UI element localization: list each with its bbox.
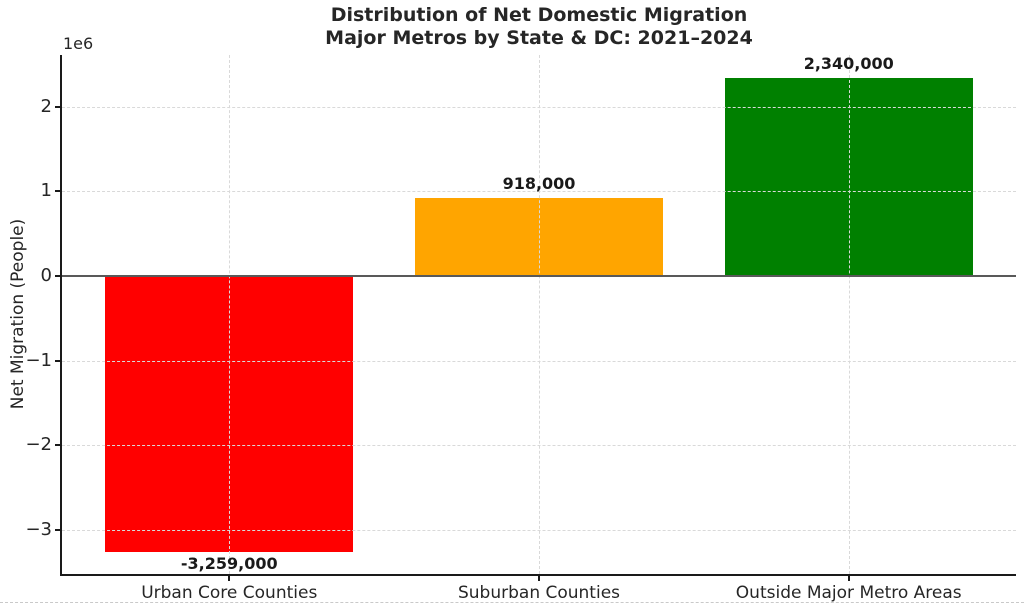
x-tick-label: Urban Core Counties: [141, 583, 318, 603]
x-tick-label: Outside Major Metro Areas: [735, 583, 962, 603]
y-tick-label: 2: [40, 95, 52, 117]
x-tick-mark: [538, 576, 540, 581]
y-tick-label: 1: [40, 180, 52, 202]
bottom-edge-gridline: [0, 602, 1024, 603]
y-tick-mark: [55, 359, 60, 362]
x-gridline: [848, 55, 850, 574]
x-tick-label: Suburban Counties: [457, 583, 621, 603]
left-spine: [60, 55, 62, 576]
x-gridline: [229, 55, 231, 574]
zero-baseline: [62, 275, 1016, 277]
y-tick-mark: [55, 528, 60, 531]
chart-title: Distribution of Net Domestic Migration M…: [62, 4, 1016, 50]
plot-area: -3,259,000 918,000 2,340,000: [62, 54, 1016, 574]
bar-suburban-counties: [415, 198, 663, 276]
y-tick-label: 0: [40, 265, 52, 286]
y-tick-mark: [55, 105, 60, 108]
y-tick-label: −1: [25, 349, 52, 371]
chart-title-line2: Major Metros by State & DC: 2021–2024: [325, 27, 753, 49]
bar-value-label: 2,340,000: [803, 54, 894, 74]
x-gridline: [539, 55, 540, 574]
y-tick-mark: [55, 190, 60, 193]
chart-title-line1: Distribution of Net Domestic Migration: [330, 4, 748, 26]
y-tick-label: −2: [25, 434, 52, 456]
y-axis-offset-label: 1e6: [63, 34, 94, 53]
bar-value-label: 918,000: [502, 174, 576, 194]
y-tick-mark: [55, 444, 60, 447]
y-tick-label: −3: [25, 518, 52, 540]
x-tick-mark: [228, 576, 231, 581]
bar-value-label: -3,259,000: [180, 553, 278, 573]
bottom-spine: [60, 574, 1016, 576]
y-tick-mark: [55, 275, 60, 277]
y-axis-label: Net Migration (People): [8, 218, 28, 410]
x-tick-mark: [847, 576, 850, 581]
